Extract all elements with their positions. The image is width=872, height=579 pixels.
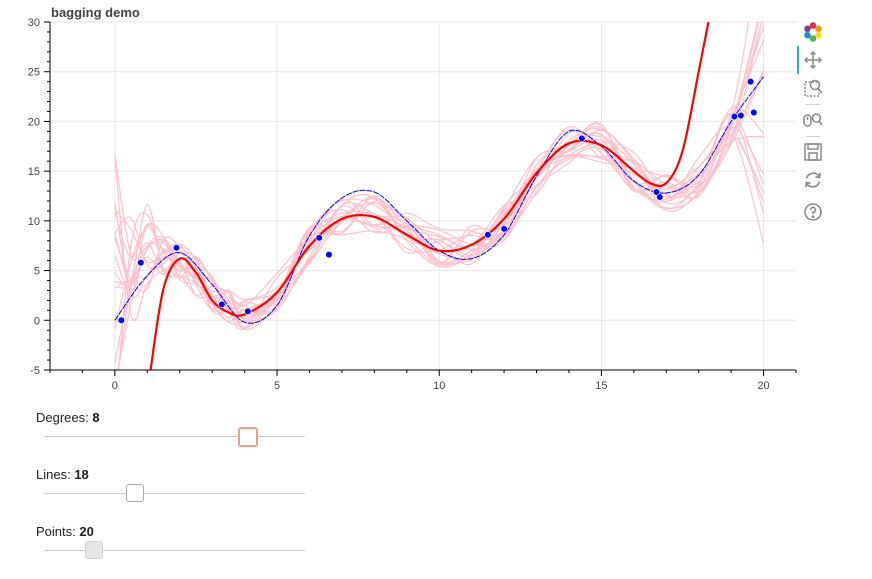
y-tick-label: 20 [28, 116, 40, 128]
axes: 0 5 10 15 20 -5 0 5 10 15 20 25 30 [28, 17, 797, 392]
points-slider-handle[interactable] [84, 541, 103, 559]
bootstrap-fit-line [114, 126, 765, 330]
bootstrap-fit-line [114, 22, 760, 331]
sample-point [244, 307, 252, 315]
x-tick-label: 15 [595, 380, 607, 392]
mean-fit-line [149, 22, 710, 370]
y-tick-label: 30 [28, 17, 40, 29]
degrees-slider-handle[interactable] [237, 427, 258, 447]
sample-point [750, 108, 758, 117]
save-icon[interactable] [801, 140, 825, 164]
lines-label-text: Lines: [36, 467, 71, 482]
bootstrap-fits [114, 22, 765, 370]
bootstrap-fit-line [117, 71, 765, 370]
x-tick-label: 0 [112, 380, 118, 392]
y-tick-label: 15 [28, 166, 40, 178]
y-tick-label: 5 [34, 266, 40, 278]
reset-icon[interactable] [801, 168, 825, 192]
toolbar-separator [806, 104, 820, 105]
chart-title: bagging demo [51, 5, 140, 20]
points-slider: Points: 20 [36, 524, 316, 559]
points-slider-track[interactable] [44, 550, 305, 551]
points-label-text: Points: [36, 524, 76, 539]
lines-slider-label: Lines: 18 [36, 467, 316, 482]
lines-value: 18 [74, 467, 89, 482]
sample-point [730, 112, 738, 121]
sample-point [737, 111, 745, 120]
y-tick-label: 10 [28, 216, 40, 228]
x-tick-label: 20 [757, 380, 769, 392]
degrees-value: 8 [92, 410, 100, 425]
sample-point [315, 234, 323, 242]
sample-point [172, 244, 181, 252]
box-zoom-icon[interactable] [801, 76, 825, 100]
sample-point [578, 134, 586, 142]
x-tick-label: 10 [433, 380, 445, 392]
y-tick-label: 0 [34, 315, 40, 327]
points-value: 20 [79, 524, 94, 539]
sample-point [484, 231, 492, 239]
sample-point [500, 225, 508, 233]
sample-points [117, 78, 758, 324]
x-tick-label: 5 [274, 380, 280, 392]
bootstrap-fit-line [114, 126, 765, 323]
active-tool-indicator [797, 46, 799, 74]
y-tick-label: 25 [28, 67, 40, 79]
lines-slider-track[interactable] [44, 493, 305, 494]
bagging-chart[interactable]: 0 5 10 15 20 -5 0 5 10 15 20 25 30 bagging demo [0, 0, 872, 400]
points-slider-label: Points: 20 [36, 524, 316, 539]
lines-slider-handle[interactable] [126, 484, 145, 502]
sample-point [218, 300, 226, 308]
degrees-slider-label: Degrees: 8 [36, 410, 316, 425]
bokeh-logo-icon[interactable] [801, 20, 825, 44]
help-icon[interactable] [801, 200, 825, 224]
sample-point [137, 259, 145, 267]
sample-point [746, 78, 755, 86]
sample-point [117, 316, 125, 324]
degrees-slider: Degrees: 8 [36, 410, 316, 447]
sample-point [652, 188, 661, 196]
toolbar-separator [806, 136, 820, 137]
y-tick-label: -5 [30, 365, 40, 377]
sample-point [325, 251, 333, 259]
degrees-slider-track[interactable] [44, 436, 305, 437]
lines-slider: Lines: 18 [36, 467, 316, 502]
mean-fit-curve [149, 22, 710, 370]
wheel-zoom-icon[interactable] [801, 108, 825, 132]
degrees-label-text: Degrees: [36, 410, 89, 425]
pan-icon[interactable] [801, 48, 825, 72]
sample-point [656, 193, 664, 201]
